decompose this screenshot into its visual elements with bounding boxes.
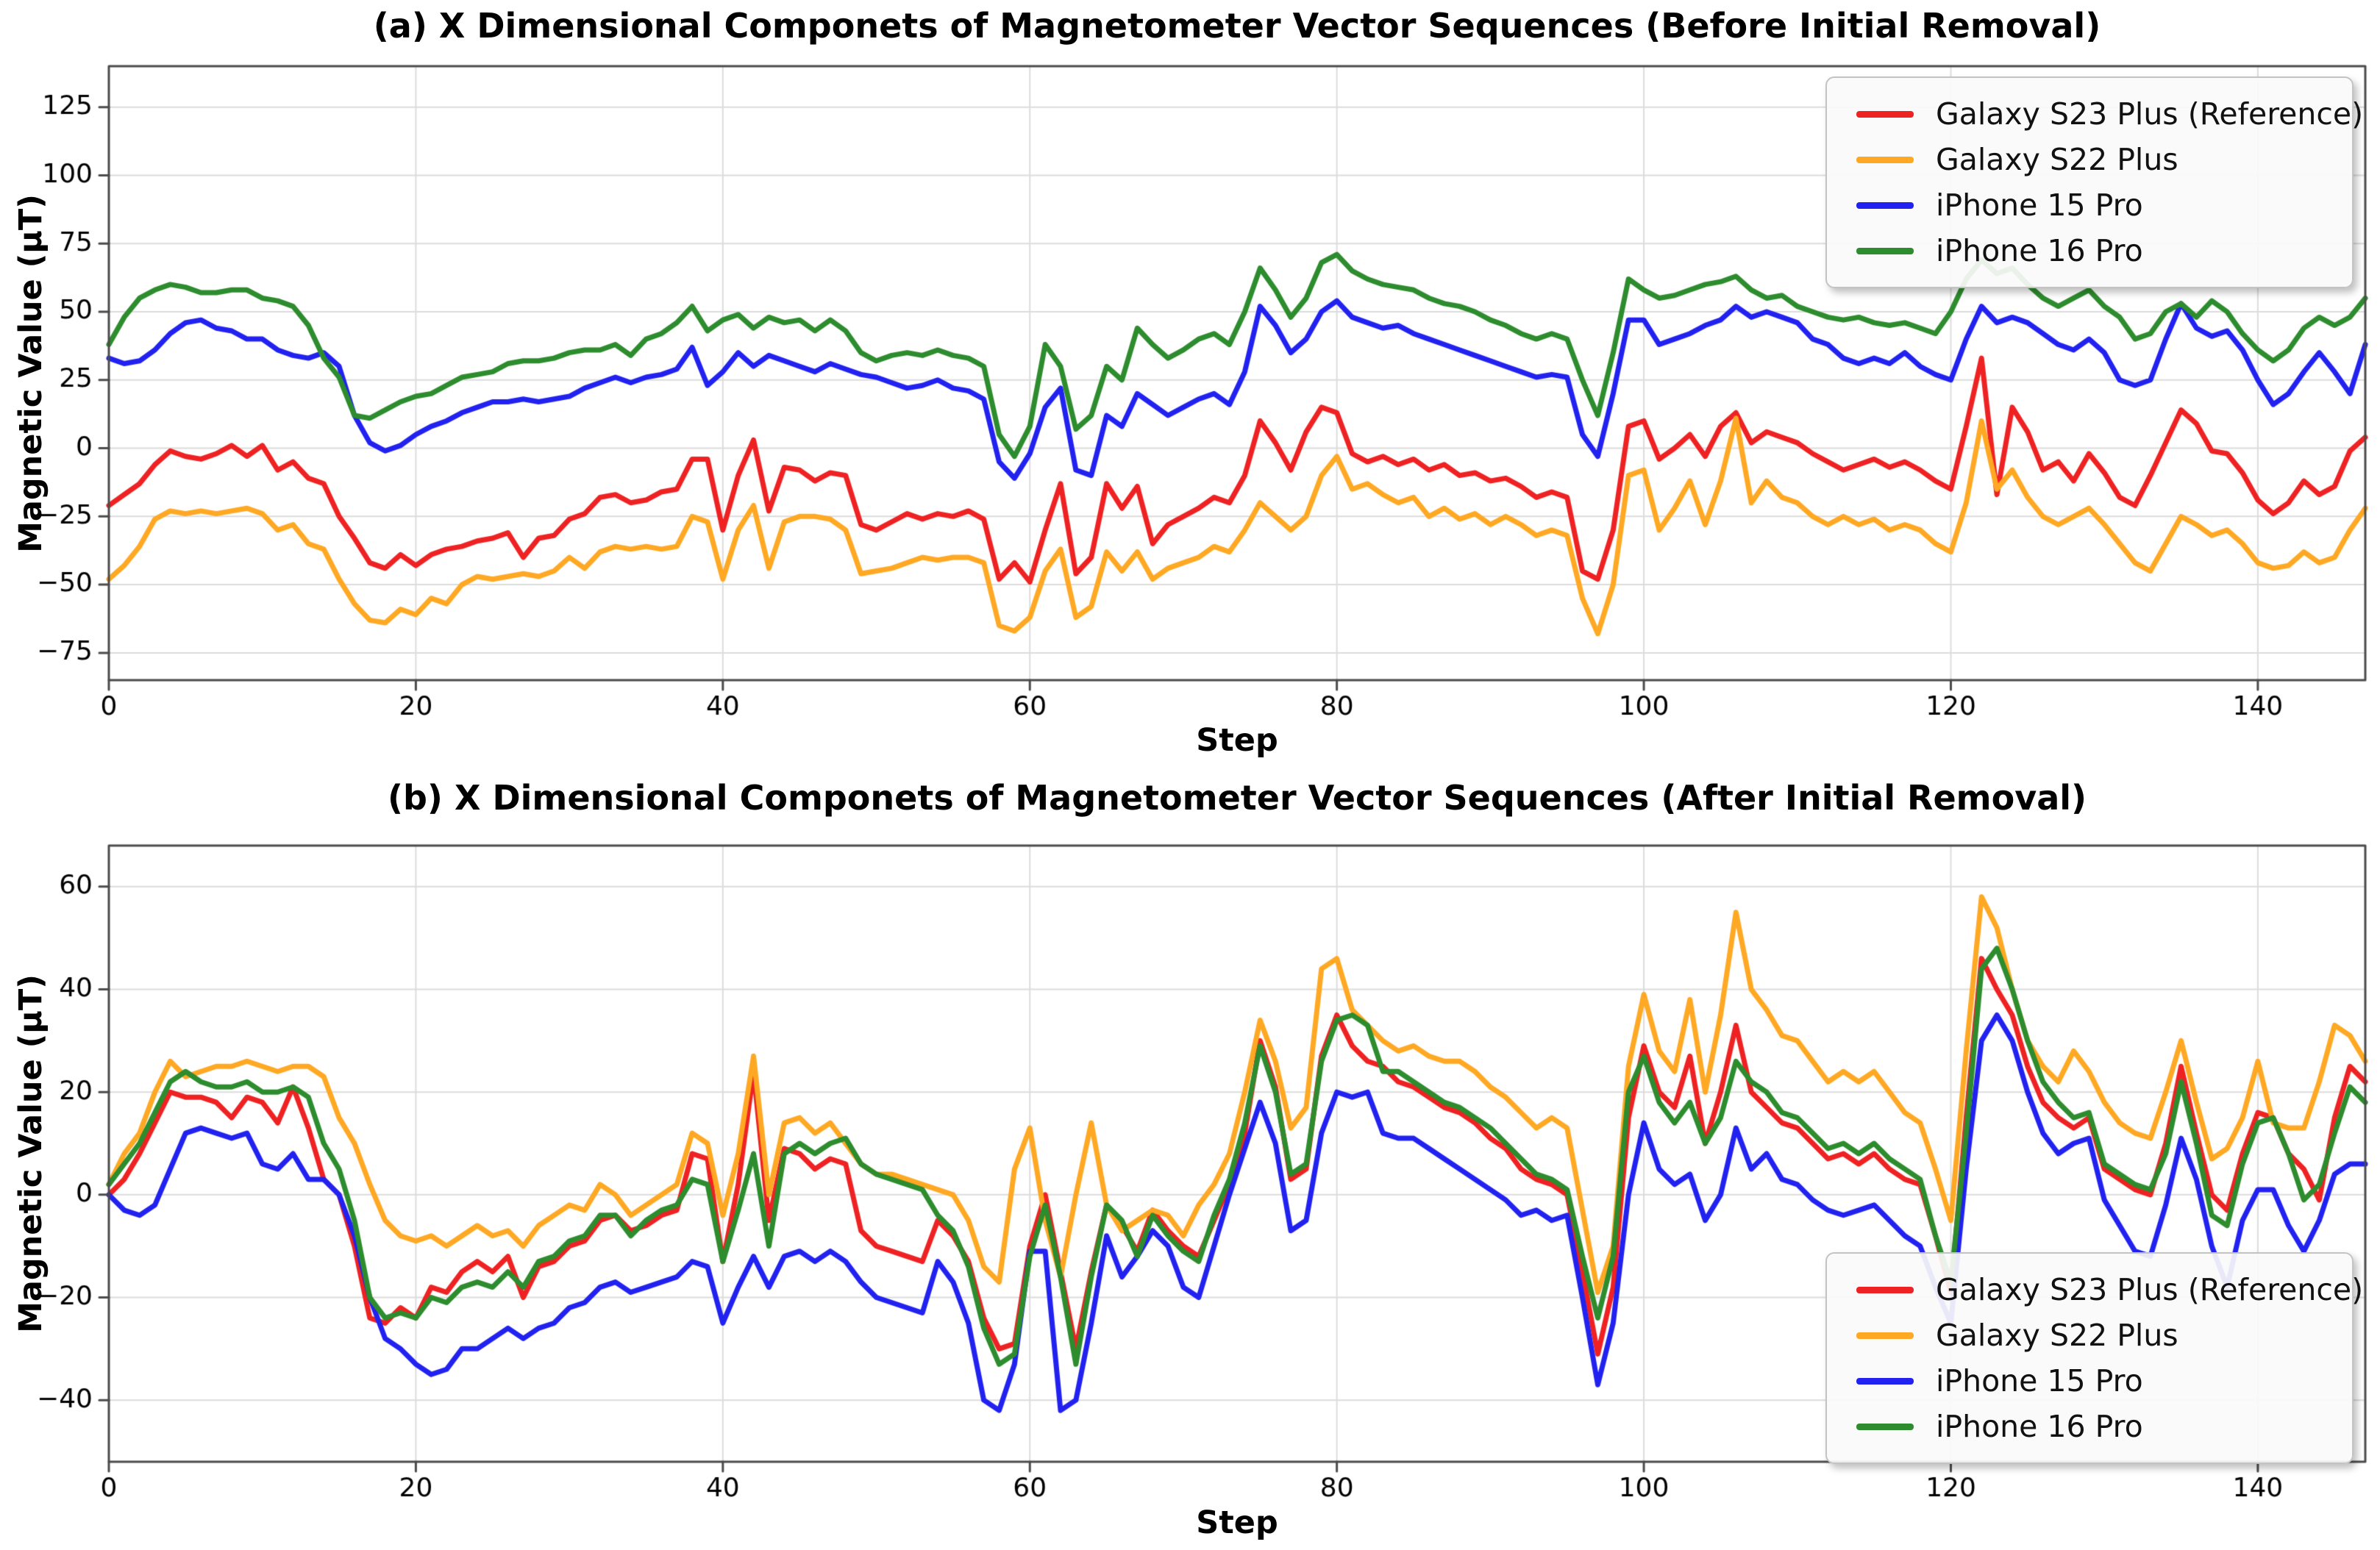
chart-b-xlabel: Step xyxy=(1196,1504,1278,1541)
legend-row: Galaxy S23 Plus (Reference) xyxy=(1856,91,2363,137)
legend-label: Galaxy S23 Plus (Reference) xyxy=(1936,1272,2364,1307)
series-color-swatch xyxy=(1856,201,1914,209)
series-color-swatch xyxy=(1856,1332,1914,1339)
series-color-swatch xyxy=(1856,1377,1914,1385)
legend-label: Galaxy S22 Plus xyxy=(1936,142,2178,177)
chart-b-title: (b) X Dimensional Componets of Magnetome… xyxy=(387,778,2087,818)
series-color-swatch xyxy=(1856,110,1914,118)
chart-b-ylabel: Magnetic Value (μT) xyxy=(13,974,49,1333)
legend-row: iPhone 16 Pro xyxy=(1856,228,2352,274)
series-color-swatch xyxy=(1856,1423,1914,1430)
legend-row: iPhone 15 Pro xyxy=(1856,1358,2352,1404)
series-color-swatch xyxy=(1856,156,1914,163)
legend-row: iPhone 15 Pro xyxy=(1856,182,2352,228)
series-color-swatch xyxy=(1856,247,1914,254)
chart-a-title: (a) X Dimensional Componets of Magnetome… xyxy=(373,6,2101,46)
chart-a-legend: Galaxy S23 Plus (Reference) Galaxy S22 P… xyxy=(1825,76,2363,288)
chart-a-xlabel: Step xyxy=(1196,722,1278,759)
chart-b-legend: Galaxy S23 Plus (Reference) Galaxy S22 P… xyxy=(1825,1252,2363,1464)
legend-row: iPhone 16 Pro xyxy=(1856,1404,2352,1449)
legend-label: Galaxy S23 Plus (Reference) xyxy=(1936,96,2364,132)
legend-row: Galaxy S23 Plus (Reference) xyxy=(1856,1267,2363,1312)
legend-label: iPhone 15 Pro xyxy=(1936,188,2143,223)
legend-label: Galaxy S22 Plus xyxy=(1936,1318,2178,1353)
legend-label: iPhone 15 Pro xyxy=(1936,1363,2143,1399)
legend-label: iPhone 16 Pro xyxy=(1936,1409,2143,1444)
legend-row: Galaxy S22 Plus xyxy=(1856,137,2352,182)
legend-label: iPhone 16 Pro xyxy=(1936,233,2143,268)
series-color-swatch xyxy=(1856,1286,1914,1293)
legend-row: Galaxy S22 Plus xyxy=(1856,1312,2352,1358)
chart-a-ylabel: Magnetic Value (μT) xyxy=(13,194,49,553)
